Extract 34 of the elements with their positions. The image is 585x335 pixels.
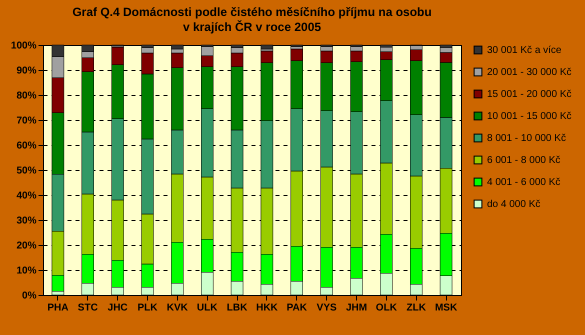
legend-label: 4 001 - 6 000 Kč <box>487 177 560 188</box>
y-tick-label: 10% <box>16 266 37 276</box>
y-tick-label: 20% <box>16 240 37 252</box>
legend-label: 20 001 - 30 000 Kč <box>487 67 572 78</box>
x-tick-label: HKK <box>256 302 279 314</box>
x-tick-label: LBK <box>226 302 248 314</box>
y-tick-label: 40% <box>16 190 37 202</box>
y-tick-label: 80% <box>16 90 37 102</box>
legend-label: do 4 000 Kč <box>487 199 540 210</box>
y-tick-label: 60% <box>16 140 37 152</box>
y-tick-label: 50% <box>16 166 37 176</box>
x-tick-label: VYS <box>316 302 337 314</box>
x-tick-label: KVK <box>166 302 189 314</box>
legend-label: 6 001 - 8 000 Kč <box>487 155 560 166</box>
x-tick-label: PLK <box>138 302 158 314</box>
x-tick-label: PAK <box>286 302 308 314</box>
x-tick-label: ULK <box>196 302 218 314</box>
y-tick-label: 0% <box>22 290 37 302</box>
y-tick-label: 70% <box>16 116 37 126</box>
y-tick-label: 30% <box>16 216 37 226</box>
x-tick-label: ZLK <box>406 302 427 314</box>
legend-label: 10 001 - 15 000 Kč <box>487 111 572 122</box>
x-tick-label: JHC <box>108 302 128 314</box>
legend-label: 30 001 Kč a více <box>487 45 562 56</box>
y-tick-label: 90% <box>16 66 37 76</box>
x-tick-label: PHA <box>47 302 68 314</box>
x-tick-label: MSK <box>434 302 458 314</box>
legend-label: 15 001 - 20 000 Kč <box>487 89 572 100</box>
y-tick-label: 100% <box>10 40 37 52</box>
x-tick-label: STC <box>78 302 98 314</box>
chart-title: Graf Q.4 Domácnosti podle čistého měsíčního příjmu na osobu v krajích ČR v roce 2005 <box>72 5 432 34</box>
legend-label: 8 001 - 10 000 Kč <box>487 133 566 144</box>
x-tick-label: JHM <box>346 302 368 314</box>
x-tick-label: OLK <box>376 302 398 314</box>
